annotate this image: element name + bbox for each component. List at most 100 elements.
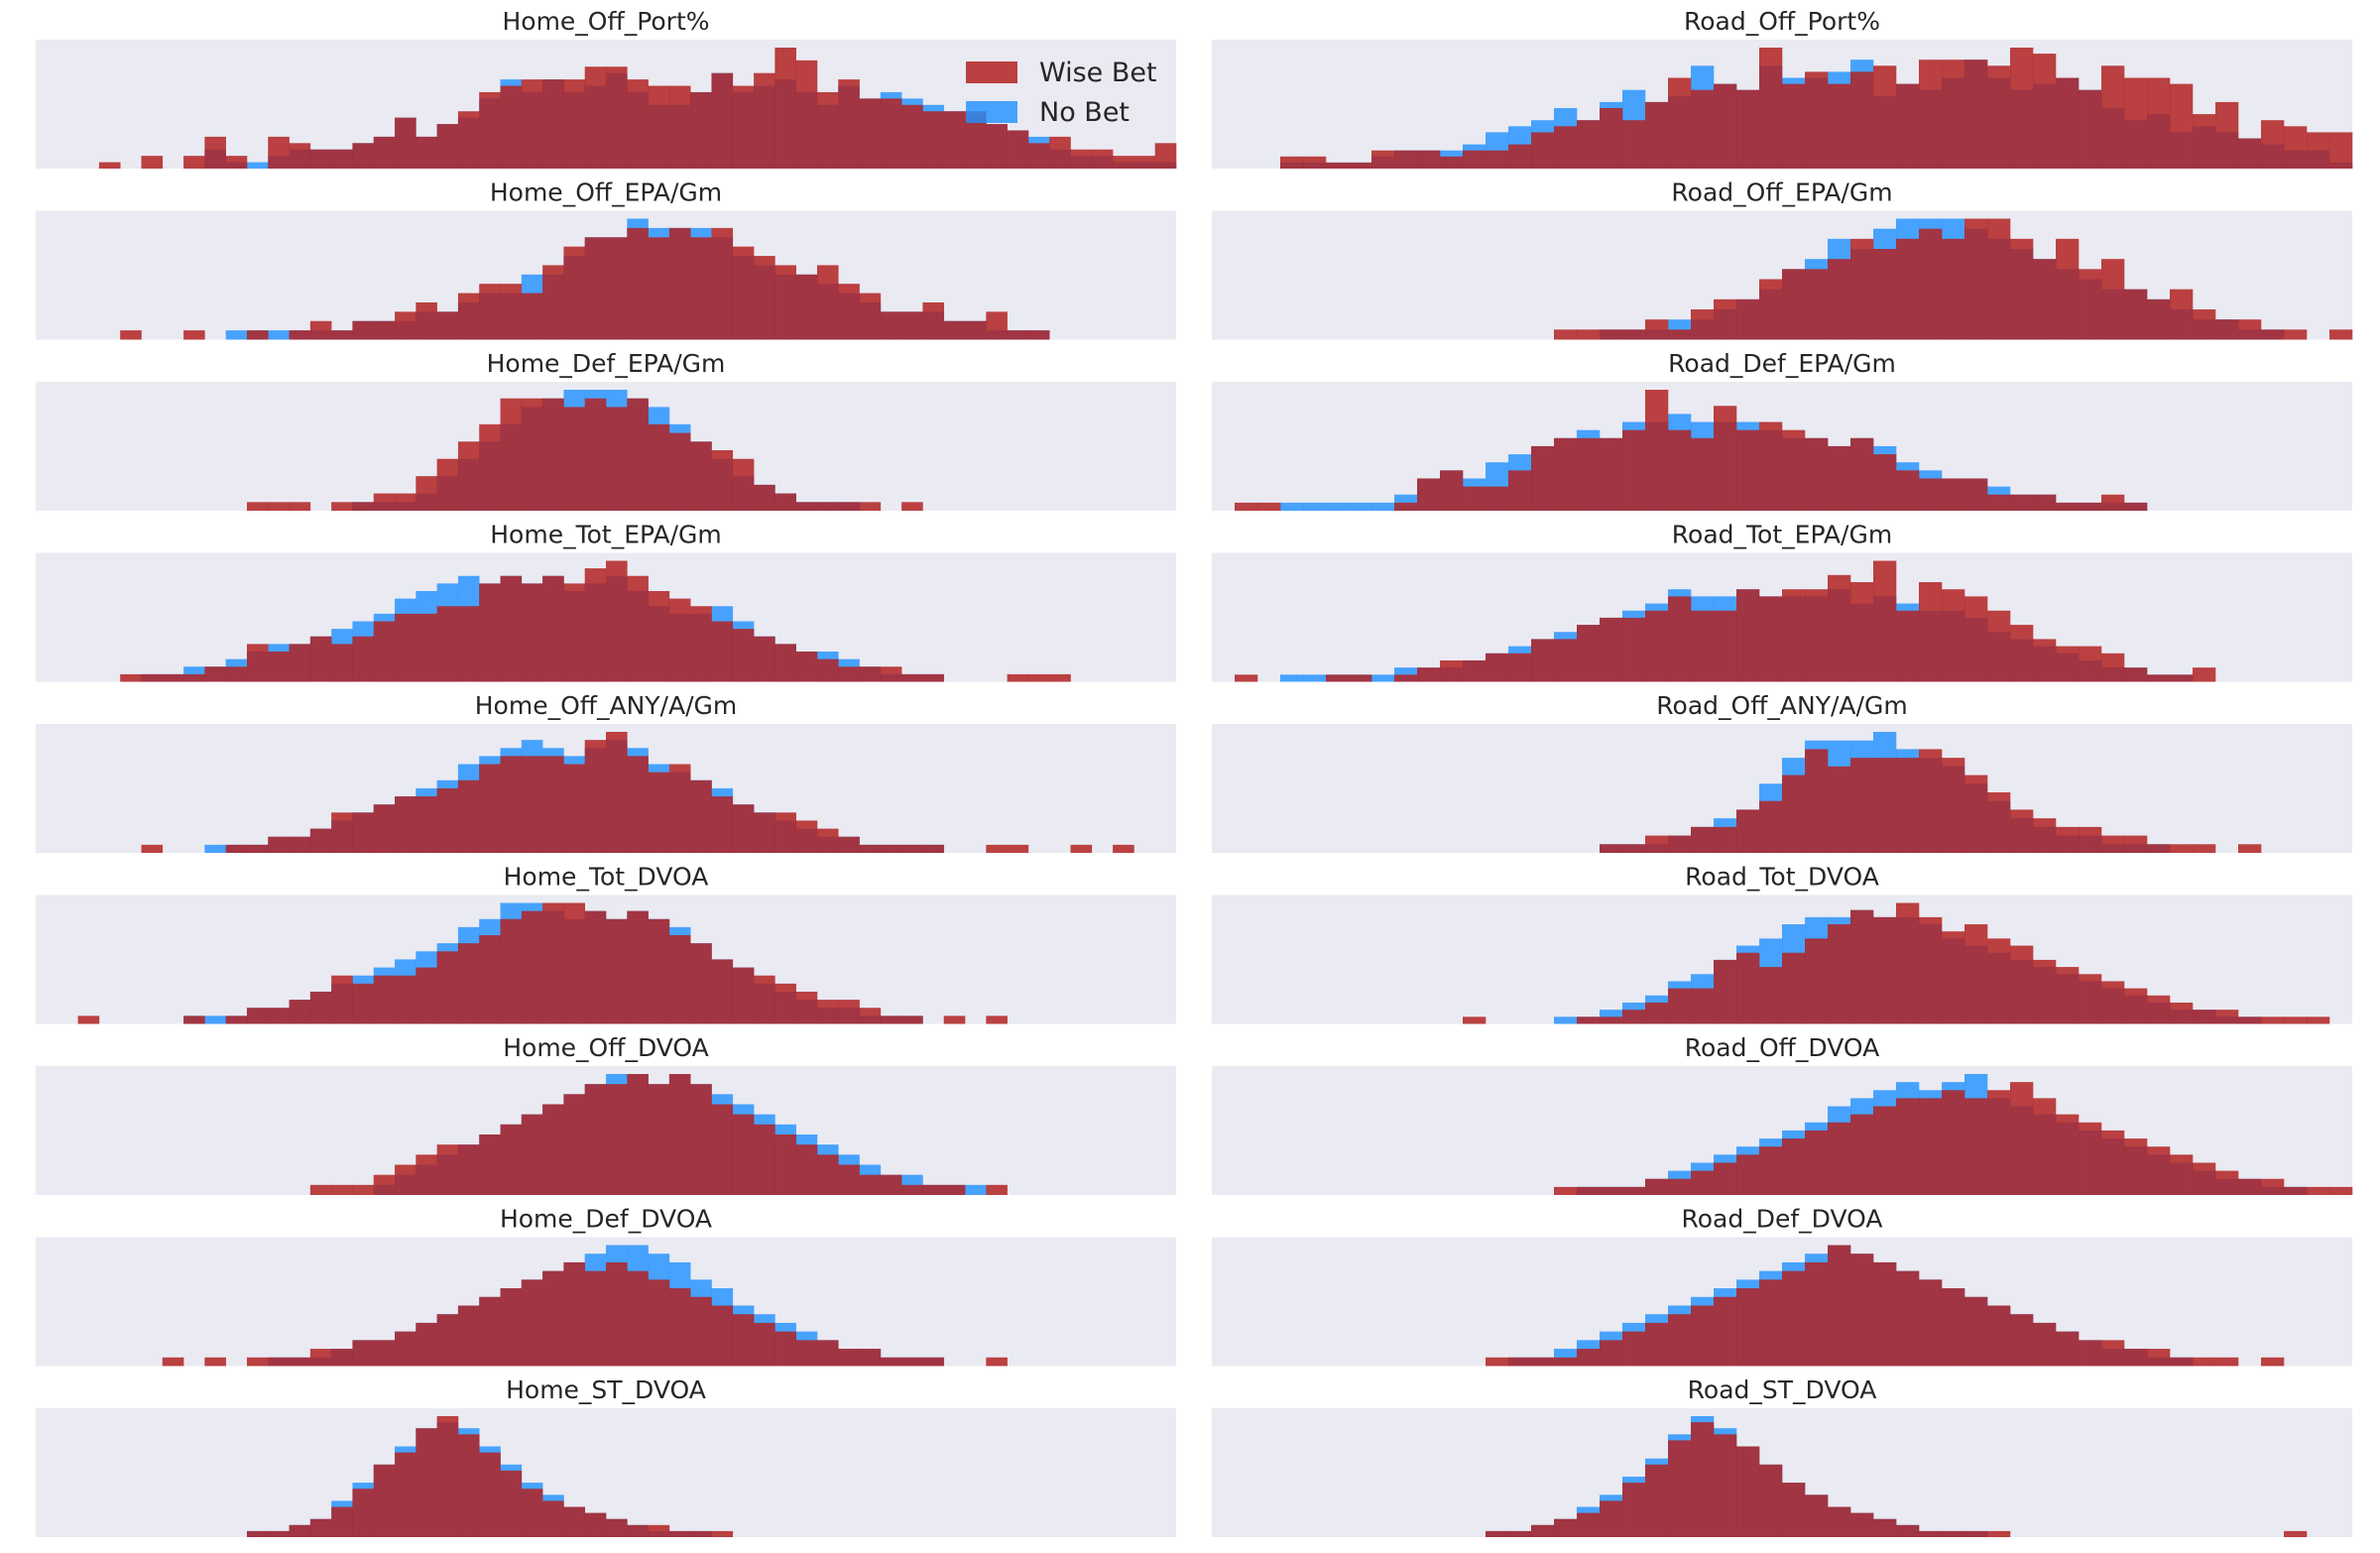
bar-no-bet (1280, 674, 1304, 682)
bar-wise-bet (690, 91, 712, 169)
bar-wise-bet (352, 320, 375, 340)
bar-wise-bet (1440, 659, 1464, 682)
bar-wise-bet (1896, 1524, 1920, 1537)
bar-wise-bet (1850, 1114, 1874, 1195)
bar-wise-bet (901, 1184, 923, 1195)
bar-wise-bet (732, 458, 755, 511)
bar-wise-bet (331, 1506, 353, 1537)
bar-no-bet (1554, 1016, 1578, 1024)
bar-wise-bet (1873, 758, 1897, 853)
bar-wise-bet (2170, 83, 2194, 169)
bar-wise-bet (901, 1357, 923, 1367)
bar-wise-bet (732, 804, 755, 853)
bar-wise-bet (436, 606, 459, 682)
bar-wise-bet (1828, 924, 1851, 1024)
bar-wise-bet (1896, 902, 1920, 1024)
bar-wise-bet (500, 1288, 523, 1367)
bar-wise-bet (1873, 454, 1897, 511)
bar-wise-bet (1782, 1270, 1806, 1367)
bar-wise-bet (2238, 1016, 2262, 1024)
bar-wise-bet (246, 1357, 269, 1367)
bar-wise-bet (542, 1104, 564, 1195)
bar-wise-bet (1577, 1186, 1601, 1195)
bar-wise-bet (1668, 77, 1692, 169)
bar-wise-bet (2124, 1138, 2148, 1195)
bar-wise-bet (563, 1506, 586, 1537)
bar-wise-bet (1714, 826, 1737, 853)
bar-wise-bet (774, 1331, 796, 1367)
bar-no-bet (965, 1184, 987, 1195)
bar-wise-bet (859, 666, 882, 682)
bar-wise-bet (711, 1104, 734, 1195)
bar-wise-bet (754, 1124, 775, 1195)
bar-wise-bet (352, 1489, 375, 1537)
bar-wise-bet (690, 779, 712, 853)
bar-wise-bet (627, 1270, 649, 1367)
bar-wise-bet (457, 943, 480, 1024)
panel-title: Road_Off_ANY/A/Gm (1656, 691, 1907, 720)
bar-wise-bet (183, 1015, 205, 1024)
bar-wise-bet (1964, 596, 1988, 682)
bar-wise-bet (754, 256, 775, 340)
bar-wise-bet (1736, 952, 1760, 1024)
bar-wise-bet (2101, 653, 2125, 682)
bar-wise-bet (1850, 1512, 1874, 1537)
bar-wise-bet (732, 967, 755, 1024)
bar-wise-bet (1714, 406, 1737, 511)
bar-wise-bet (2193, 1162, 2216, 1195)
bar-wise-bet (1645, 390, 1669, 511)
bar-wise-bet (2170, 844, 2194, 853)
bar-wise-bet (2010, 945, 2034, 1024)
bar-wise-bet (2284, 329, 2308, 340)
bar-wise-bet (1622, 120, 1646, 169)
bar-wise-bet (373, 136, 396, 169)
bar-wise-bet (331, 644, 353, 682)
bar-wise-bet (606, 1084, 628, 1195)
bar-wise-bet (2238, 319, 2262, 340)
bar-wise-bet (2284, 1186, 2308, 1195)
bar-wise-bet (500, 284, 523, 340)
bar-wise-bet (331, 1184, 353, 1195)
bar-no-bet (268, 330, 290, 340)
bar-wise-bet (1645, 610, 1669, 682)
bar-wise-bet (2124, 667, 2148, 682)
bar-no-bet (1303, 502, 1327, 511)
bar-wise-bet (141, 156, 164, 169)
bar-wise-bet (1942, 238, 1965, 340)
bar-wise-bet (668, 1530, 691, 1537)
bar-wise-bet (521, 1114, 543, 1195)
bar-wise-bet (1873, 916, 1897, 1024)
bar-wise-bet (521, 398, 543, 511)
bar-wise-bet (606, 918, 628, 1024)
bar-no-bet (1349, 502, 1372, 511)
bar-wise-bet (1622, 1186, 1646, 1195)
histogram-panel: Road_Tot_EPA/Gm (1212, 521, 2352, 682)
bar-wise-bet (246, 1008, 269, 1024)
bar-wise-bet (711, 227, 734, 340)
bar-wise-bet (1622, 1331, 1646, 1367)
bar-wise-bet (1645, 319, 1669, 340)
bar-wise-bet (1919, 1279, 1943, 1367)
bar-wise-bet (1873, 560, 1897, 682)
bar-wise-bet (2261, 1357, 2285, 1367)
bar-wise-bet (204, 666, 226, 682)
bar-wise-bet (1691, 89, 1715, 169)
bar-wise-bet (500, 398, 523, 511)
bar-wise-bet (711, 796, 734, 853)
bar-wise-bet (2124, 835, 2148, 853)
bar-wise-bet (1805, 938, 1829, 1024)
bar-wise-bet (1600, 1340, 1623, 1367)
bar-wise-bet (1645, 1464, 1669, 1537)
bar-wise-bet (542, 398, 564, 511)
bar-wise-bet (1919, 749, 1943, 853)
bar-wise-bet (1942, 1530, 1965, 1537)
bar-wise-bet (500, 85, 523, 169)
bar-wise-bet (521, 910, 543, 1024)
bar-wise-bet (1622, 1010, 1646, 1024)
bar-wise-bet (668, 1074, 691, 1195)
bar-wise-bet (1554, 1357, 1578, 1367)
bar-wise-bet (1007, 673, 1029, 682)
bar-wise-bet (922, 111, 945, 169)
bar-wise-bet (1942, 60, 1965, 170)
bar-wise-bet (880, 844, 902, 853)
